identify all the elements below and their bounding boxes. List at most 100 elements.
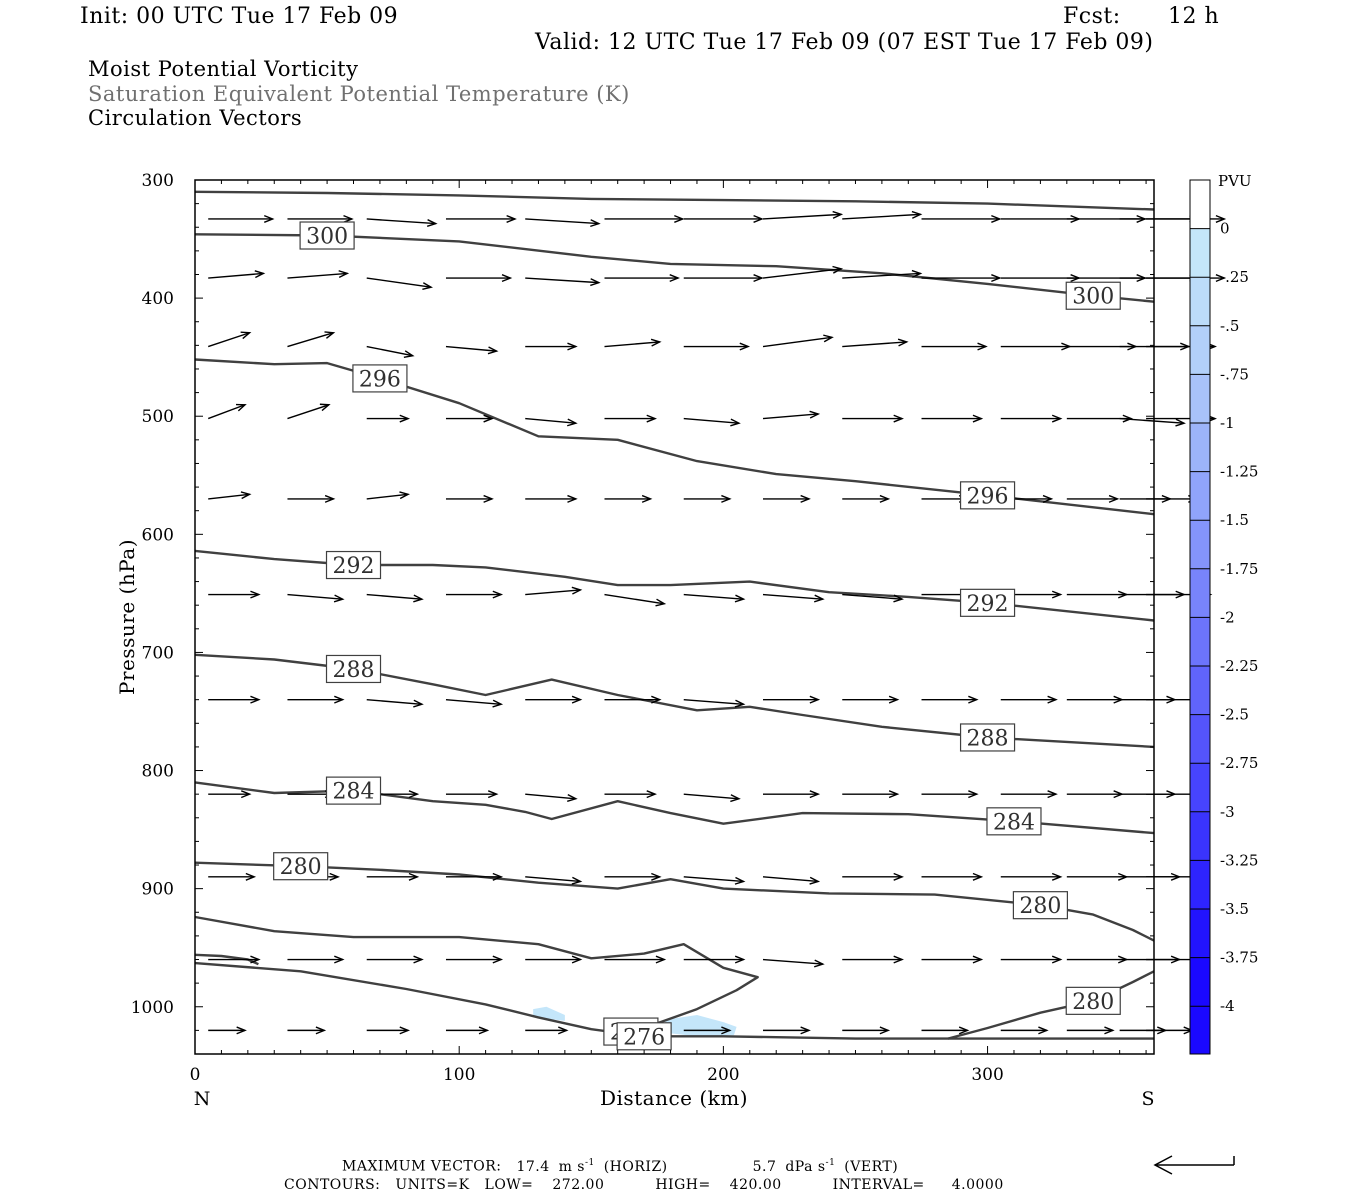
contour-label-box [1012,891,1068,920]
vector-head [501,274,513,283]
y-tick-label: 700 [142,643,174,663]
x-axis-title: Distance (km) [600,1086,748,1110]
circulation-vector [604,274,680,283]
circulation-vector [604,414,657,423]
vector-head [483,414,494,423]
circulation-vector [366,698,424,708]
vector-head [809,695,821,704]
vector-head [814,594,825,603]
circulation-vector [921,955,984,964]
vector-head [1051,414,1063,423]
vector-shaft [525,417,576,424]
vector-shaft [366,593,422,600]
vector-head [991,274,1002,283]
vector-head [809,790,821,799]
vert-exponent: -1 [825,1158,836,1168]
vector-shaft [366,493,409,500]
vector-shaft [525,277,599,284]
colorbar-tick-label: -4 [1220,997,1235,1015]
circulation-vector [683,214,764,223]
contour-label: 300 [1072,285,1114,310]
vector-head [558,1026,569,1035]
circulation-vector [287,214,354,223]
circulation-vector [842,593,904,603]
vector-head [263,214,275,223]
circulation-vector [921,872,984,881]
colorbar-swatch [1190,714,1210,764]
contour-label-box [616,1022,672,1051]
circulation-vector [525,494,578,503]
vector-head [655,955,667,964]
colorbar-tick-label: -3.5 [1220,900,1249,918]
vector-head [422,282,433,291]
contour-label-box [959,481,1016,510]
vector-head [571,955,583,964]
circulation-vector [445,590,504,599]
circulation-vector [683,698,746,708]
vector-shaft [287,404,330,420]
circulation-vector [1000,342,1072,351]
vector-head [655,598,667,607]
vector-shaft [762,268,842,279]
vector-head [991,214,1002,223]
vector-shaft [842,341,907,348]
axis-labels: Distance (km) Pressure (hPa) N S [115,539,1155,1110]
circulation-vector [1066,790,1124,799]
contour-label: 288 [967,726,1009,751]
vector-head [977,342,988,351]
circulation-vector [604,955,667,964]
field-title-theta-es: Saturation Equivalent Potential Temperat… [88,82,630,106]
vector-shaft [1119,417,1185,424]
circulation-vector [842,955,904,964]
contour-label: 292 [967,592,1009,617]
interval-label: INTERVAL= [832,1177,925,1193]
vector-shaft [208,272,264,279]
field-title-mpv: Moist Potential Vorticity [88,57,359,81]
circulation-vector [287,593,345,603]
colorbar-swatch [1190,374,1210,423]
vector-head [567,418,578,427]
vector-shaft [762,958,823,965]
vector-shaft [683,698,744,705]
reference-vector-icon [1153,1155,1235,1175]
vector-head [250,590,261,599]
vector-head [492,699,504,708]
x-tick-label: 100 [443,1065,475,1085]
vector-head [483,494,494,503]
vector-shaft [445,698,502,705]
vector-shaft [683,417,740,424]
vector-shaft [762,213,842,220]
vector-head [1104,1026,1115,1035]
vector-head [571,586,583,595]
vector-head [669,274,680,283]
contour-label-box [352,364,408,393]
valid-time: Valid: 12 UTC Tue 17 Feb 09 (07 EST Tue … [535,30,1154,55]
vector-head [1108,494,1120,503]
vector-head [478,1026,490,1035]
circulation-vector [525,218,601,228]
circulation-vector [208,214,275,223]
circulation-vector [525,417,578,427]
vector-head [487,346,499,355]
colorbar-tick-label: -2 [1220,608,1235,626]
vector-head [1051,955,1063,964]
horiz-exponent: -1 [584,1158,595,1168]
vert-tag: (VERT) [844,1158,899,1175]
vector-head [333,594,345,603]
colorbar-tick-label: -1.5 [1220,511,1249,529]
interval-value: 4.0000 [951,1177,1004,1193]
vector-head [674,214,685,223]
circulation-vector [921,790,979,799]
vector-head [399,491,410,500]
circulation-vector [1066,494,1120,503]
vector-head [893,872,904,881]
contour-units: UNITS=K [395,1177,470,1193]
contour-label-box [299,221,355,250]
vector-head [324,331,336,339]
circulation-vector [604,338,662,348]
vector-head [651,695,662,704]
contour-label-box [325,654,382,684]
circulation-vector [445,790,499,799]
circulation-vector [921,342,988,351]
vector-head [492,955,504,964]
